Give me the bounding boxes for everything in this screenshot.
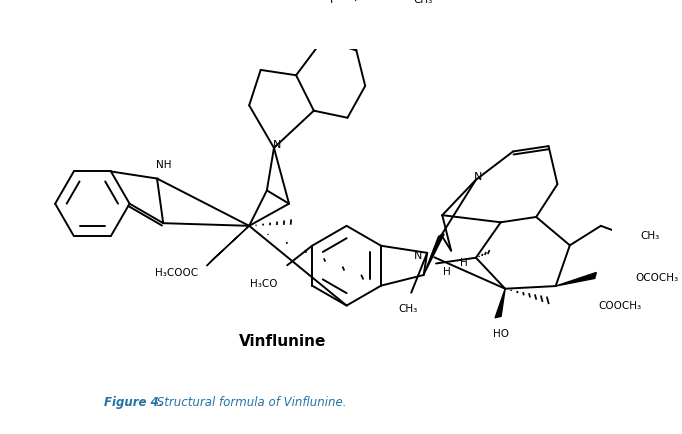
Text: F: F [354,0,360,3]
Polygon shape [424,234,444,275]
Text: Figure 4.: Figure 4. [104,395,163,408]
Polygon shape [495,289,505,318]
Text: NH: NH [156,160,172,170]
Text: Structural formula of Vinflunine.: Structural formula of Vinflunine. [153,395,346,408]
Text: H₃CO: H₃CO [250,278,277,288]
Text: N: N [273,140,282,150]
Text: H₃COOC: H₃COOC [155,267,198,277]
Text: OCOCH₃: OCOCH₃ [636,273,679,283]
Text: CH₃: CH₃ [640,230,660,240]
Polygon shape [207,226,249,266]
Text: CH₃: CH₃ [413,0,432,5]
Text: CH₃: CH₃ [398,303,417,313]
Text: COOCH₃: COOCH₃ [598,300,641,310]
Text: Vinflunine: Vinflunine [239,334,327,349]
Polygon shape [556,273,596,286]
Text: F: F [330,0,336,5]
Text: H: H [443,266,451,276]
Text: H: H [460,257,467,267]
Text: N: N [473,172,482,182]
Text: HO: HO [492,328,509,338]
Text: N: N [414,250,423,260]
